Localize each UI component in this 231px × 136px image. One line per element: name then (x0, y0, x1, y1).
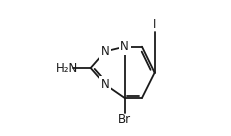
Text: H₂N: H₂N (55, 61, 77, 75)
Text: I: I (152, 18, 156, 31)
Text: Br: Br (118, 113, 131, 126)
Text: N: N (100, 78, 109, 91)
Text: N: N (100, 45, 109, 58)
Text: N: N (120, 40, 128, 53)
